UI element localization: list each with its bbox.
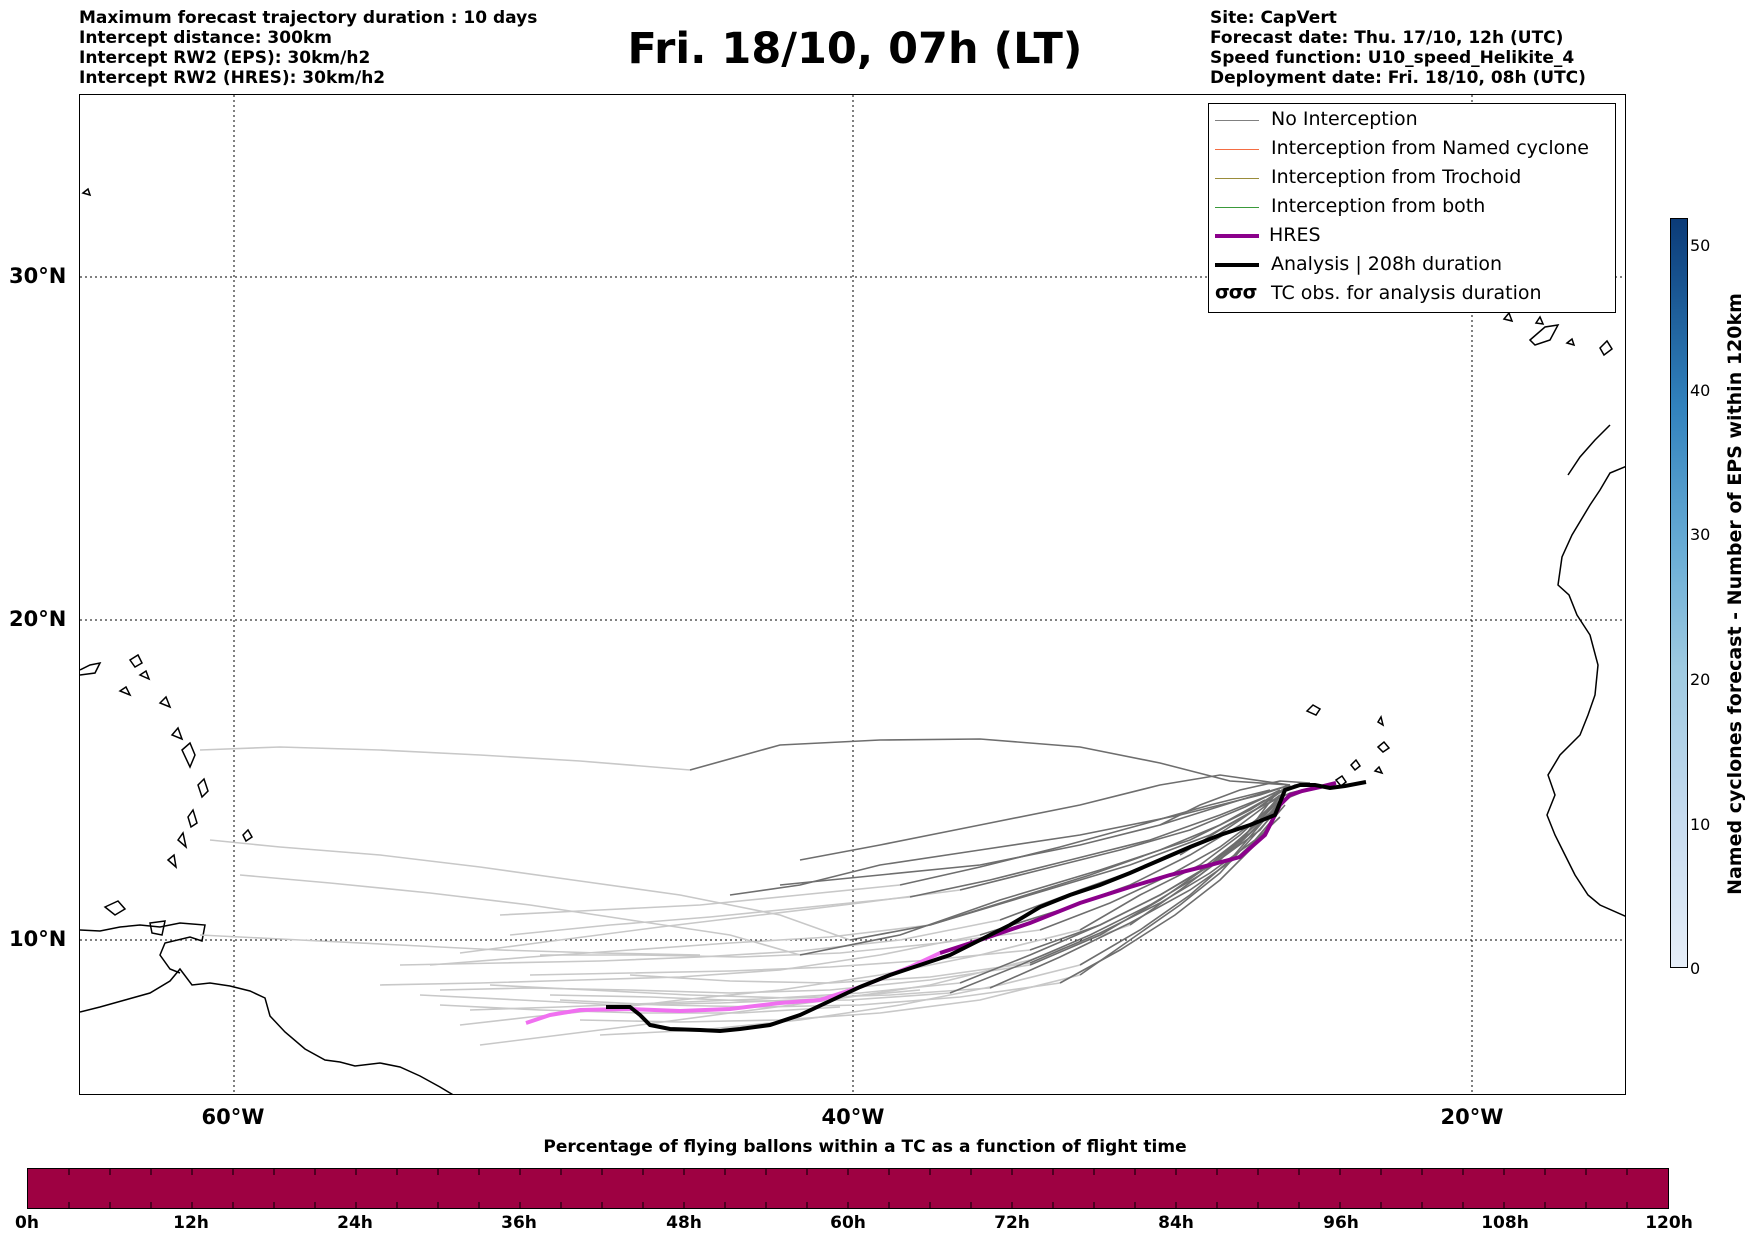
flight-time-tick-48h: 48h bbox=[666, 1213, 702, 1233]
coast-leeward-1 bbox=[128, 653, 143, 668]
legend-item-analysis: Analysis | 208h duration bbox=[1209, 251, 1615, 280]
legend-swatch-grey bbox=[1215, 120, 1259, 121]
coast-lesser-antilles-3 bbox=[187, 808, 198, 829]
coast-capeverde-5 bbox=[1334, 774, 1348, 788]
intercept-hres-text: Intercept RW2 (HRES): 30km/h2 bbox=[79, 68, 386, 88]
coast-lesser-antilles-5 bbox=[166, 853, 178, 869]
lat-label-30n: 30°N bbox=[9, 264, 67, 288]
lon-label-40w: 40°W bbox=[821, 1105, 885, 1129]
coast-canary-2 bbox=[1599, 339, 1614, 357]
coast-caribbean-north bbox=[80, 922, 206, 974]
eps-colorbar-tick-0: 0 bbox=[1690, 959, 1701, 978]
flight-time-tick-96h: 96h bbox=[1323, 1213, 1359, 1233]
coast-trinidad bbox=[149, 920, 166, 936]
coast-africa-north bbox=[1567, 424, 1611, 476]
coast-venezuela-islands bbox=[103, 900, 127, 916]
site-text: Site: CapVert bbox=[1210, 8, 1337, 28]
page-title: Fri. 18/10, 07h (LT) bbox=[627, 24, 1083, 74]
lon-label-60w: 60°W bbox=[201, 1105, 265, 1129]
analysis-trajectory bbox=[606, 780, 1367, 1034]
cyclone-symbols-icon: σσσ bbox=[1215, 281, 1257, 303]
eps-colorbar-title: Named cyclones forecast - Number of EPS … bbox=[1724, 293, 1746, 895]
eps-colorbar-tick-50: 50 bbox=[1690, 236, 1711, 255]
header-left-info: Maximum forecast trajectory duration : 1… bbox=[79, 8, 537, 88]
legend-swatch-olive bbox=[1215, 178, 1259, 179]
coast-canary-3 bbox=[1534, 315, 1545, 325]
lon-label-20w: 20°W bbox=[1440, 1105, 1504, 1129]
coast-capeverde-4 bbox=[1373, 765, 1384, 775]
legend-item-tc-obs: σσσ TC obs. for analysis duration bbox=[1209, 280, 1615, 309]
eps-colorbar-tick-10: 10 bbox=[1690, 815, 1711, 834]
coast-bermuda bbox=[81, 187, 92, 197]
legend-swatch-orange bbox=[1215, 149, 1259, 150]
eps-colorbar bbox=[1670, 218, 1688, 968]
legend-item-no-interception: No Interception bbox=[1209, 106, 1615, 135]
flight-time-tick-36h: 36h bbox=[501, 1213, 537, 1233]
coastlines bbox=[80, 187, 1625, 1094]
legend-label: Interception from both bbox=[1271, 195, 1486, 217]
coast-leeward-5 bbox=[170, 726, 184, 741]
coast-lesser-antilles-1 bbox=[181, 741, 196, 769]
legend-label: Interception from Named cyclone bbox=[1271, 137, 1589, 159]
flight-time-tick-60h: 60h bbox=[830, 1213, 866, 1233]
coast-lesser-antilles-4 bbox=[176, 831, 188, 850]
legend-swatch-purple bbox=[1215, 234, 1259, 238]
legend-item-hres: HRES bbox=[1209, 222, 1615, 251]
coast-south-america bbox=[80, 967, 454, 1094]
eps-colorbar-tick-20: 20 bbox=[1690, 670, 1711, 689]
coast-leeward-3 bbox=[118, 685, 132, 697]
flight-time-colorbar-title: Percentage of flying ballons within a TC… bbox=[543, 1137, 1187, 1157]
coast-capeverde-3 bbox=[1349, 758, 1362, 772]
hres-trajectory-late bbox=[939, 781, 1337, 955]
coast-lesser-antilles-2 bbox=[197, 777, 209, 799]
map-panel[interactable] bbox=[79, 94, 1626, 1095]
intercept-eps-text: Intercept RW2 (EPS): 30km/h2 bbox=[79, 48, 371, 68]
flight-time-tick-12h: 12h bbox=[173, 1213, 209, 1233]
legend-item-both: Interception from both bbox=[1209, 193, 1615, 222]
legend-swatch-green bbox=[1215, 207, 1259, 208]
legend-label: HRES bbox=[1269, 224, 1321, 246]
flight-time-tick-24h: 24h bbox=[337, 1213, 373, 1233]
legend-item-trochoid: Interception from Trochoid bbox=[1209, 164, 1615, 193]
coast-canary-4 bbox=[1565, 337, 1576, 347]
coast-puerto-rico bbox=[80, 661, 102, 676]
coast-capeverde-1 bbox=[1305, 704, 1322, 716]
map-canvas bbox=[80, 95, 1625, 1094]
legend-label: No Interception bbox=[1271, 108, 1418, 130]
header-right-info: Site: CapVert Forecast date: Thu. 17/10,… bbox=[1210, 8, 1586, 88]
flight-time-tick-84h: 84h bbox=[1158, 1213, 1194, 1233]
deployment-date-text: Deployment date: Fri. 18/10, 08h (UTC) bbox=[1210, 68, 1586, 88]
legend-label: TC obs. for analysis duration bbox=[1271, 282, 1542, 304]
forecast-date-text: Forecast date: Thu. 17/10, 12h (UTC) bbox=[1210, 28, 1564, 48]
eps-trajectories-early bbox=[199, 746, 1131, 1046]
eps-colorbar-tick-30: 30 bbox=[1690, 525, 1711, 544]
flight-time-tick-108h: 108h bbox=[1481, 1213, 1529, 1233]
flight-time-tick-0h: 0h bbox=[15, 1213, 39, 1233]
legend-swatch-black bbox=[1215, 263, 1259, 267]
flight-time-tick-72h: 72h bbox=[994, 1213, 1030, 1233]
coast-leeward-2 bbox=[138, 669, 151, 681]
eps-colorbar-tick-40: 40 bbox=[1690, 381, 1711, 400]
max-duration-text: Maximum forecast trajectory duration : 1… bbox=[79, 8, 538, 28]
coast-capeverde-6 bbox=[1376, 715, 1385, 727]
flight-time-tick-120h: 120h bbox=[1645, 1213, 1693, 1233]
intercept-distance-text: Intercept distance: 300km bbox=[79, 28, 332, 48]
map-legend: No Interception Interception from Named … bbox=[1208, 103, 1616, 313]
flight-time-colorbar bbox=[27, 1168, 1669, 1209]
coast-barbados bbox=[242, 828, 253, 843]
coast-capeverde-2 bbox=[1376, 740, 1391, 753]
coast-leeward-4 bbox=[158, 695, 172, 709]
legend-label: Analysis | 208h duration bbox=[1271, 253, 1503, 275]
coast-africa bbox=[1546, 466, 1625, 917]
lat-label-10n: 10°N bbox=[9, 927, 67, 951]
lat-label-20n: 20°N bbox=[9, 607, 67, 631]
speed-function-text: Speed function: U10_speed_Helikite_4 bbox=[1210, 48, 1575, 68]
flight-time-colorbar-ticks bbox=[68, 1169, 1628, 1208]
legend-label: Interception from Trochoid bbox=[1271, 166, 1522, 188]
coast-madeira bbox=[1502, 311, 1514, 323]
legend-item-named-cyclone: Interception from Named cyclone bbox=[1209, 135, 1615, 164]
coast-canary-1 bbox=[1528, 324, 1560, 346]
